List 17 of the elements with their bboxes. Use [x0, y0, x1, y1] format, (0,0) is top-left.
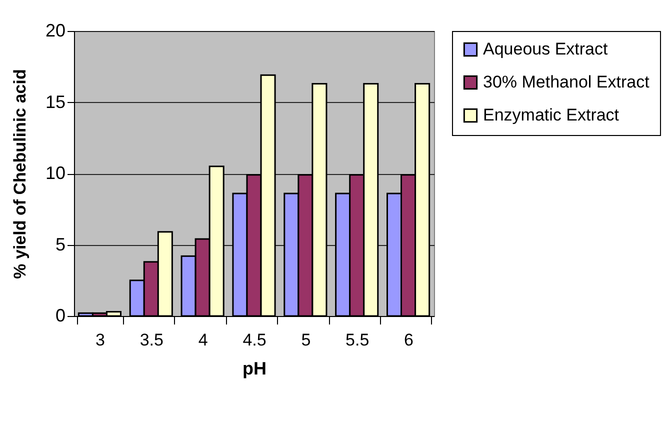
legend-label: Aqueous Extract: [483, 40, 608, 58]
x-tick-label: 6: [404, 330, 414, 350]
y-tick-label: 20: [45, 20, 66, 40]
x-tick-label: 3: [95, 330, 105, 350]
y-tick-label: 0: [55, 306, 66, 326]
legend-label: 30% Methanol Extract: [483, 72, 650, 92]
y-tick-label: 10: [45, 163, 66, 183]
x-axis-title: pH: [242, 358, 266, 378]
x-tick-label: 5: [301, 330, 311, 350]
x-tick-label: 3.5: [140, 330, 164, 350]
x-tick-label: 5.5: [346, 330, 370, 350]
y-axis-title: % yield of Chebulinic acid: [10, 69, 30, 279]
legend-label: Enzymatic Extract: [483, 106, 620, 124]
x-tick-label: 4.5: [242, 330, 266, 350]
y-tick-label: 5: [55, 234, 66, 254]
y-tick-label: 15: [45, 92, 66, 112]
x-tick-label: 4: [198, 330, 208, 350]
